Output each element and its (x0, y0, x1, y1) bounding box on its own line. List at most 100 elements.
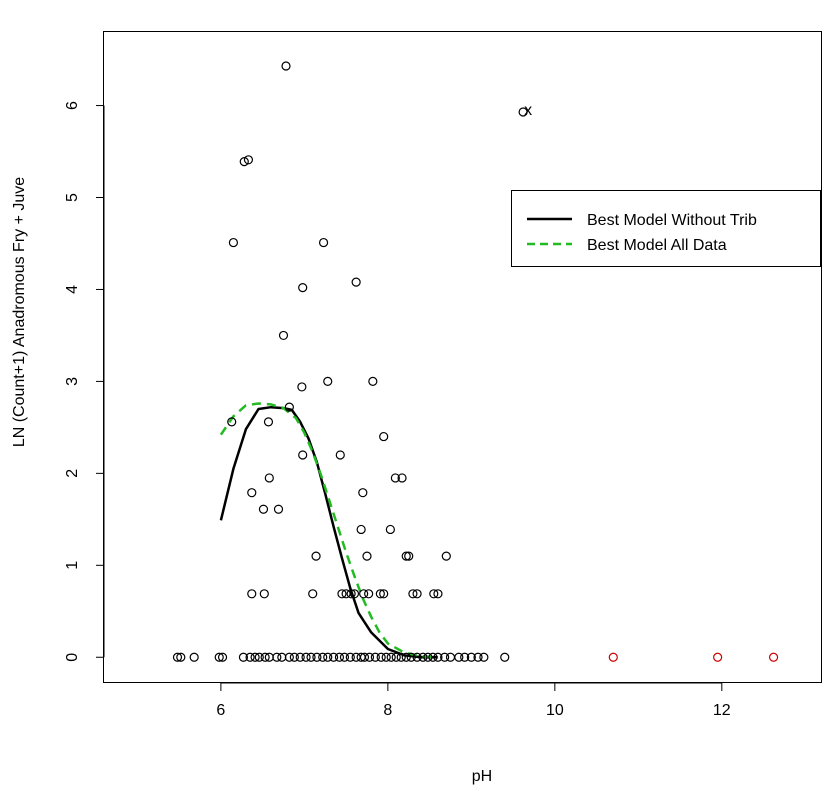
y-tick-label: 6 (64, 101, 81, 110)
y-axis-title: LN (Count+1) Anadromous Fry + Juve (11, 177, 28, 447)
data-point (239, 157, 249, 167)
data-point (339, 652, 350, 662)
data-point (254, 652, 264, 662)
data-point (323, 652, 333, 662)
x-axis: 6 8 10 12 (216, 682, 731, 719)
data-point (428, 652, 438, 662)
data-point (335, 450, 345, 460)
data-point (364, 652, 375, 662)
data-point (473, 652, 483, 662)
data-point (379, 431, 389, 442)
data-point (318, 652, 328, 662)
data-point (396, 652, 406, 662)
data-point (308, 589, 318, 599)
data-point (228, 237, 239, 248)
data-point (337, 589, 347, 599)
data-point (217, 652, 228, 662)
data-point (466, 652, 476, 662)
data-point (379, 589, 389, 599)
y-tick-label: 4 (64, 285, 81, 294)
x-tick-label: 8 (383, 702, 392, 719)
x-tick-label: 10 (546, 702, 564, 719)
data-point (281, 61, 291, 71)
data-point (346, 589, 356, 599)
data-point (401, 652, 411, 662)
data-point (381, 652, 391, 662)
data-point (247, 488, 257, 498)
series-line-without-trib (219, 405, 438, 659)
data-point (297, 382, 307, 392)
data-point (386, 652, 396, 662)
data-point (306, 652, 316, 662)
data-point (433, 652, 443, 662)
plot-frame (103, 31, 822, 683)
data-point (272, 652, 282, 662)
data-point (375, 589, 385, 599)
legend-label-all-data: Best Model All Data (587, 237, 727, 254)
data-point (440, 652, 450, 662)
data-point (277, 652, 287, 662)
data-point (259, 589, 269, 599)
data-point (358, 488, 368, 498)
data-point (356, 524, 366, 535)
data-point (406, 652, 416, 662)
data-point (404, 551, 414, 561)
data-point (227, 417, 237, 427)
data-point (479, 652, 489, 662)
data-point (298, 283, 308, 293)
data-point (423, 652, 433, 662)
point-annotation: x (524, 102, 532, 119)
data-point (301, 652, 311, 662)
legend-label-without-trib: Best Model Without Trib (587, 212, 757, 229)
y-tick-label: 3 (64, 377, 81, 386)
data-point (345, 652, 355, 662)
data-point (370, 652, 380, 662)
data-point (278, 330, 289, 341)
data-point (250, 652, 260, 662)
data-point (390, 473, 400, 483)
data-point (284, 402, 294, 412)
annotations: x (524, 102, 532, 119)
data-point (318, 237, 329, 248)
data-point (408, 589, 418, 599)
highlight-point (608, 652, 618, 662)
data-point (189, 652, 199, 662)
data-point (289, 652, 299, 662)
y-tick-label: 1 (64, 561, 81, 570)
data-point (445, 652, 456, 662)
data-point (298, 450, 308, 460)
data-point (412, 589, 422, 599)
x-axis-title: pH (472, 768, 492, 785)
data-point (401, 551, 411, 561)
data-point (359, 589, 369, 599)
y-tick-label: 2 (64, 469, 81, 478)
data-point (238, 652, 249, 662)
data-point (460, 652, 470, 662)
legend: Best Model Without Trib Best Model All D… (511, 190, 821, 267)
data-point (245, 652, 255, 662)
data-point (441, 551, 451, 561)
x-tick-label: 12 (713, 702, 731, 719)
data-point (214, 652, 224, 662)
legend-box (511, 190, 821, 267)
data-point (412, 652, 422, 662)
data-point (243, 155, 254, 165)
data-point (376, 652, 386, 662)
data-point (385, 524, 395, 535)
data-point (312, 652, 322, 662)
data-point (264, 473, 274, 483)
data-point (176, 652, 186, 662)
data-point (334, 652, 345, 662)
data-point (311, 551, 321, 561)
y-axis: 0 1 2 3 4 5 6 (64, 101, 105, 662)
series-line-all-data (219, 402, 439, 659)
data-point (273, 504, 284, 514)
data-point (500, 652, 510, 662)
y-tick-label: 5 (64, 193, 81, 202)
y-tick-label: 0 (64, 653, 81, 662)
data-point (328, 652, 339, 662)
data-point (454, 652, 464, 662)
highlight-point (713, 652, 723, 662)
data-point (397, 473, 407, 483)
